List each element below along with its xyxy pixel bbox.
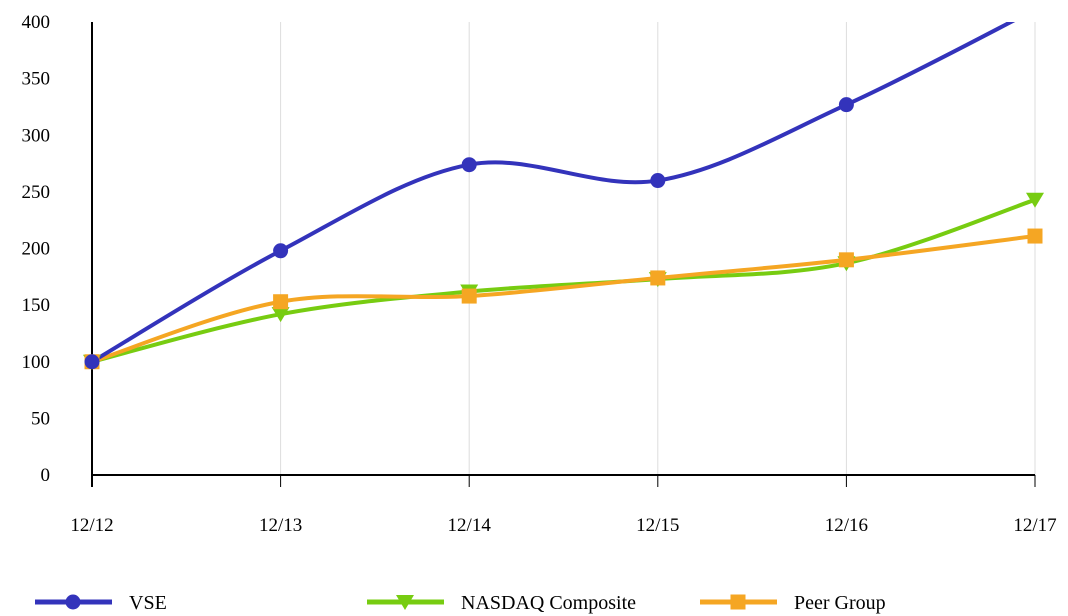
- legend-item-nasdaq-composite: NASDAQ Composite: [367, 592, 636, 614]
- y-tick-label: 300: [22, 125, 51, 146]
- legend-item-peer-group: Peer Group: [700, 592, 886, 614]
- y-tick-label: 100: [22, 352, 51, 373]
- y-tick-label: 350: [22, 69, 51, 90]
- y-tick-label: 150: [22, 295, 51, 316]
- legend-label-vse: VSE: [129, 592, 167, 614]
- legend-marker-peer-group: [730, 594, 746, 610]
- legend-item-vse: VSE: [35, 592, 167, 614]
- peer-group-point: [650, 270, 666, 286]
- y-tick-label: 250: [22, 182, 51, 203]
- legend-marker-nasdaq-composite: [396, 595, 414, 610]
- gridlines: [280, 22, 1036, 475]
- x-axis-tick-labels: 12/12 12/13 12/14 12/15 12/16 12/17: [70, 515, 1056, 536]
- x-tick-label: 12/17: [1013, 515, 1056, 536]
- y-axis-tick-labels: 0 50 100 150 200 250 300 350 400: [22, 12, 51, 486]
- y-tick-label: 400: [22, 12, 51, 33]
- vse-point: [838, 97, 854, 113]
- y-tick-label: 0: [41, 465, 51, 486]
- x-tick-label: 12/13: [259, 515, 302, 536]
- legend-marker-vse: [65, 594, 81, 610]
- axes: [91, 22, 1036, 487]
- y-tick-label: 200: [22, 239, 51, 260]
- peer-group-line: [92, 234, 1037, 364]
- nasdaq-composite-line: [92, 197, 1037, 364]
- vse-point: [273, 243, 289, 259]
- vse-point: [84, 354, 100, 370]
- x-tick-label: 12/14: [448, 515, 492, 536]
- x-tick-label: 12/12: [70, 515, 113, 536]
- peer-group-point: [1027, 228, 1043, 244]
- peer-group-point: [461, 288, 477, 304]
- series-lines: [92, 22, 1037, 364]
- legend: VSE NASDAQ Composite Peer Group: [35, 592, 886, 614]
- vse-point: [461, 157, 477, 173]
- legend-label-peer-group: Peer Group: [794, 592, 886, 614]
- peer-group-point: [273, 294, 289, 310]
- vse-line: [92, 22, 1016, 364]
- series-markers: [83, 97, 1044, 370]
- legend-label-nasdaq-composite: NASDAQ Composite: [461, 592, 636, 614]
- nasdaq-composite-point: [271, 307, 290, 323]
- vse-point: [650, 173, 666, 189]
- x-tick-label: 12/16: [825, 515, 868, 536]
- x-tick-label: 12/15: [636, 515, 679, 536]
- nasdaq-composite-point: [1026, 192, 1044, 208]
- y-tick-label: 50: [31, 408, 50, 429]
- peer-group-point: [838, 252, 854, 268]
